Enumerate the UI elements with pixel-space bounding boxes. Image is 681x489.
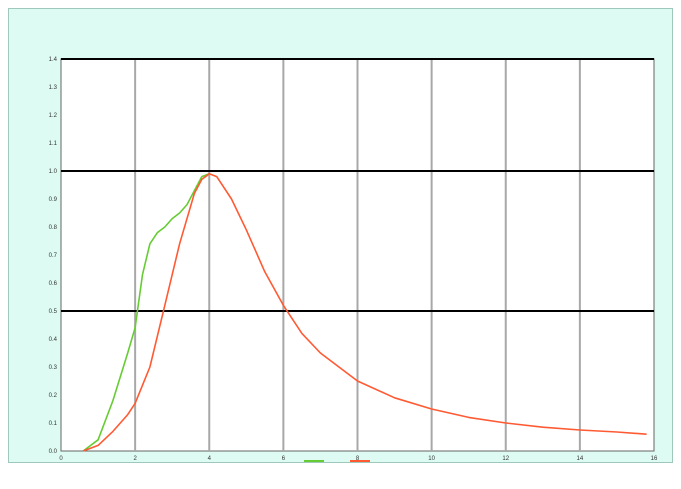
y-tick-label-5: 0.5 [49,309,58,315]
chart-frame: 0 2 4 6 8 10 12 14 16 0.0 0.1 0.2 0.3 0.4 0.5 0.6 0.7 0.8… [8,8,673,463]
y-tick-label-4: 0.4 [49,337,58,343]
y-tick-label-6: 0.6 [49,281,58,287]
axis-ticks: 0 2 4 6 8 10 12 14 16 0.0 0.1 0.2 0.3 0.4 0.5 0.6 0.7 0.8… [49,57,658,462]
y-tick-label-3: 0.3 [49,365,58,371]
y-tick-label-14: 1.4 [49,57,58,63]
y-tick-label-0: 0.0 [49,449,58,455]
x-tick-label-2: 4 [208,456,212,462]
y-tick-label-2: 0.2 [49,393,58,399]
y-tick-label-13: 1.3 [49,85,58,91]
x-tick-label-8: 16 [651,456,658,462]
chart-svg: 0 2 4 6 8 10 12 14 16 0.0 0.1 0.2 0.3 0.4 0.5 0.6 0.7 0.8… [49,57,658,462]
y-tick-label-10: 1.0 [49,169,58,175]
x-tick-label-3: 6 [282,456,286,462]
grid [61,58,654,451]
x-tick-label-6: 12 [502,456,509,462]
y-tick-label-11: 1.1 [49,141,58,147]
x-tick-label-0: 0 [59,456,63,462]
y-tick-label-1: 0.1 [49,421,58,427]
series-line-1 [82,173,647,452]
series-lines [82,173,647,452]
series-line-0 [82,173,210,452]
y-tick-label-7: 0.7 [49,253,58,259]
x-tick-label-1: 2 [133,456,137,462]
y-tick-label-9: 0.9 [49,197,58,203]
y-tick-label-8: 0.8 [49,225,58,231]
x-tick-label-5: 10 [428,456,435,462]
x-tick-label-4: 8 [356,456,360,462]
y-tick-label-12: 1.2 [49,113,58,119]
x-tick-label-7: 14 [577,456,584,462]
